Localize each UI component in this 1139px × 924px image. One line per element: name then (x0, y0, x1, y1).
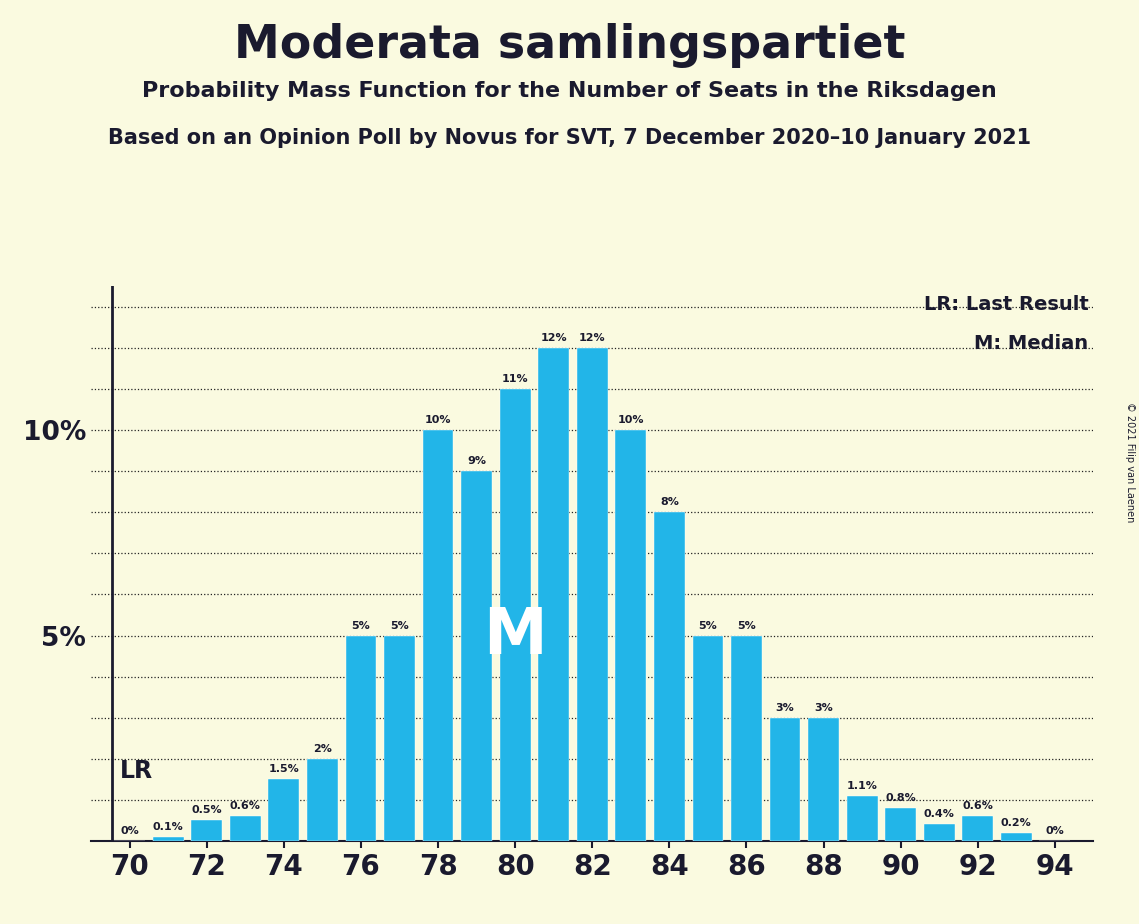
Bar (153, 837, 183, 841)
Bar (308, 759, 338, 841)
Bar (345, 636, 376, 841)
Text: 0%: 0% (1046, 826, 1064, 836)
Text: 0.2%: 0.2% (1001, 818, 1032, 828)
Bar (924, 824, 954, 841)
Bar (962, 816, 993, 841)
Bar (191, 821, 222, 841)
Bar (384, 636, 415, 841)
Bar (846, 796, 877, 841)
Bar (731, 636, 762, 841)
Bar (230, 816, 261, 841)
Text: 0.4%: 0.4% (924, 809, 954, 820)
Text: 5%: 5% (737, 621, 756, 630)
Bar (615, 431, 646, 841)
Bar (885, 808, 916, 841)
Text: Probability Mass Function for the Number of Seats in the Riksdagen: Probability Mass Function for the Number… (142, 81, 997, 102)
Bar (1001, 833, 1032, 841)
Text: 0%: 0% (121, 826, 139, 836)
Text: 0.8%: 0.8% (885, 793, 916, 803)
Text: LR: Last Result: LR: Last Result (924, 295, 1089, 314)
Text: LR: LR (120, 759, 153, 783)
Text: 2%: 2% (313, 744, 331, 754)
Bar (539, 348, 570, 841)
Text: 12%: 12% (579, 334, 606, 343)
Bar (770, 718, 801, 841)
Text: Based on an Opinion Poll by Novus for SVT, 7 December 2020–10 January 2021: Based on an Opinion Poll by Novus for SV… (108, 128, 1031, 148)
Bar (576, 348, 608, 841)
Bar (461, 471, 492, 841)
Text: M: Median: M: Median (974, 334, 1089, 353)
Text: 1.1%: 1.1% (846, 781, 877, 791)
Text: 8%: 8% (659, 497, 679, 507)
Text: 3%: 3% (814, 703, 833, 712)
Text: 3%: 3% (776, 703, 794, 712)
Text: 0.6%: 0.6% (962, 801, 993, 811)
Text: © 2021 Filip van Laenen: © 2021 Filip van Laenen (1125, 402, 1134, 522)
Text: 11%: 11% (502, 374, 528, 384)
Text: 12%: 12% (540, 334, 567, 343)
Text: 0.1%: 0.1% (153, 821, 183, 832)
Text: 9%: 9% (467, 456, 486, 467)
Text: 5%: 5% (698, 621, 718, 630)
Text: 5%: 5% (391, 621, 409, 630)
Text: 0.5%: 0.5% (191, 806, 222, 815)
Text: 10%: 10% (617, 415, 644, 425)
Bar (809, 718, 839, 841)
Bar (423, 431, 453, 841)
Text: M: M (483, 604, 547, 666)
Text: Moderata samlingspartiet: Moderata samlingspartiet (233, 23, 906, 68)
Bar (500, 389, 531, 841)
Bar (269, 779, 300, 841)
Text: 1.5%: 1.5% (269, 764, 300, 774)
Text: 10%: 10% (425, 415, 451, 425)
Bar (693, 636, 723, 841)
Text: 5%: 5% (352, 621, 370, 630)
Text: 0.6%: 0.6% (230, 801, 261, 811)
Bar (654, 512, 685, 841)
